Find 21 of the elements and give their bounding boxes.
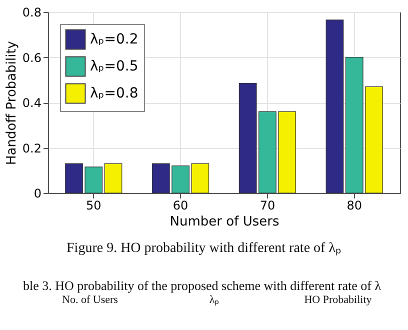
legend-label: λₚ=0.2 — [90, 32, 138, 48]
legend-label: λₚ=0.5 — [90, 58, 138, 74]
text: λₚ — [209, 294, 219, 306]
y-tick-label: 0.6 — [22, 50, 42, 65]
x-axis-title: Number of Users — [170, 214, 280, 230]
caption: Figure 9. HO probability with different rate of λₚ — [66, 241, 342, 256]
x-tick-label: 60 — [172, 198, 188, 212]
text: No. of Users — [62, 294, 118, 306]
y-tick-label: 0.2 — [22, 141, 42, 156]
text: ble 3. HO probability of the proposed scheme with different rate of λ — [22, 278, 382, 293]
x-tick-label: 50 — [86, 198, 102, 212]
bar — [104, 163, 122, 194]
text: HO Probability — [304, 294, 372, 306]
y-tick-label: 0.8 — [22, 6, 42, 20]
x-tick-label: 70 — [260, 198, 276, 212]
x-tick-label: 80 — [346, 198, 362, 212]
legend-label: λₚ=0.8 — [90, 86, 138, 102]
bar — [326, 20, 344, 194]
y-tick-label: 0.4 — [22, 96, 42, 110]
y-tick-label: 0 — [34, 186, 42, 200]
y-axis-title: Handoff Probability — [4, 40, 20, 165]
